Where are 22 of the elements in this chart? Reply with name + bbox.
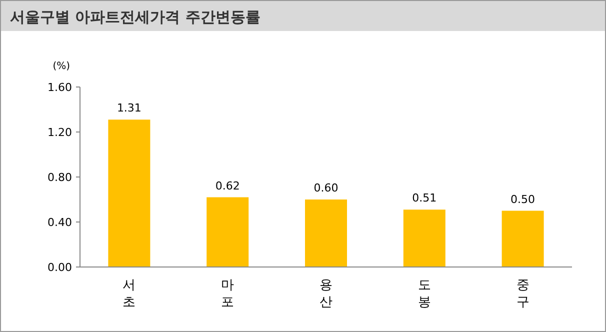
data-label: 0.60	[314, 182, 338, 194]
y-tick-label: 0.40	[48, 216, 72, 229]
data-label: 0.62	[215, 179, 240, 192]
y-tick-label: 1.60	[48, 81, 72, 94]
bar	[305, 200, 347, 267]
x-tick-label: 도봉	[418, 278, 431, 310]
bar	[403, 210, 446, 267]
x-tick-label: 서초	[122, 278, 136, 310]
bar	[206, 197, 249, 267]
y-tick-label: 1.20	[48, 126, 72, 139]
x-tick-label: 마포	[221, 278, 234, 310]
bar	[502, 210, 544, 267]
chart-title: 서울구별 아파트전세가격 주간변동률	[10, 8, 260, 26]
x-tick-label: 용산	[320, 278, 332, 310]
bar	[108, 120, 150, 267]
data-label: 0.51	[412, 192, 437, 205]
x-tick-label: 중구	[516, 278, 530, 310]
y-tick-label: 0.80	[48, 171, 72, 184]
data-label: 0.50	[510, 192, 536, 206]
data-label: 1.31	[116, 102, 142, 115]
y-axis-title: (%)	[52, 61, 70, 72]
y-tick-label: 0.00	[48, 261, 72, 274]
